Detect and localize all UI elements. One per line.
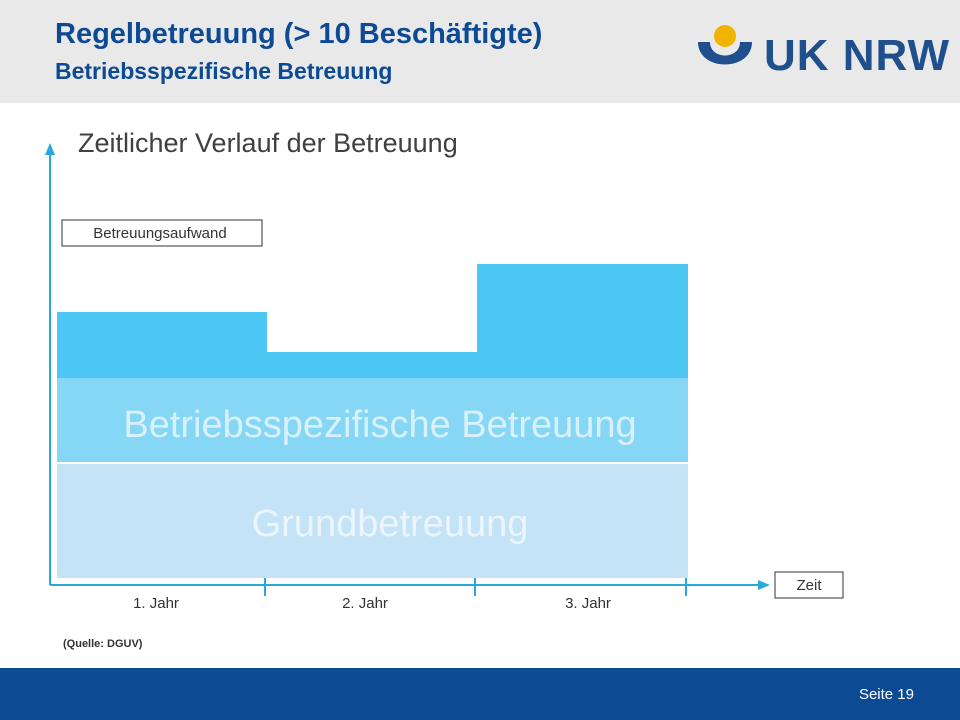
y-axis-label-box [61, 219, 263, 247]
year-label-2: 2. Jahr [342, 595, 388, 612]
x-axis-label-box [774, 571, 844, 599]
base-layer-label: Grundbetreuung [252, 503, 529, 545]
specific-layer-label: Betriebsspezifische Betreuung [123, 404, 636, 446]
x-axis-arrow-icon [758, 580, 770, 590]
header-bar: Regelbetreuung (> 10 Beschäftigte) Betri… [0, 0, 960, 103]
y-axis-label: Betreuungsaufwand [93, 225, 226, 242]
year2-specific-bar [267, 352, 477, 378]
base-band [57, 464, 688, 578]
logo-text: UK NRW [764, 31, 951, 80]
uk-nrw-logo: UK NRW [690, 20, 949, 90]
x-axis-label: Zeit [796, 577, 822, 594]
year-label-3: 3. Jahr [565, 595, 611, 612]
year1-specific-bar [57, 312, 267, 378]
specific-band [57, 378, 688, 463]
slide-heading: Zeitlicher Verlauf der Betreuung [78, 128, 458, 158]
y-axis-arrow-icon [45, 143, 55, 155]
uk-nrw-logo-icon [698, 25, 752, 65]
year-label-1: 1. Jahr [133, 595, 179, 612]
betreuung-diagram: Betriebsspezifische Betreuung Grundbetre… [45, 143, 844, 612]
year3-specific-bar [477, 264, 688, 378]
slide-subtitle: Betriebsspezifische Betreuung [55, 58, 393, 84]
footer-bar: Seite 19 [0, 668, 960, 720]
slide-title: Regelbetreuung (> 10 Beschäftigte) [55, 18, 543, 50]
page-number: Seite 19 [858, 686, 914, 703]
source-note: (Quelle: DGUV) [63, 638, 143, 650]
